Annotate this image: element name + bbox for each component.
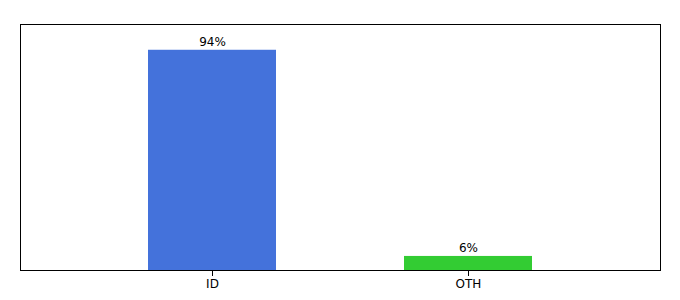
svg-text:94%: 94% bbox=[199, 35, 226, 49]
svg-text:OTH: OTH bbox=[456, 277, 482, 291]
svg-text:ID: ID bbox=[206, 277, 219, 291]
svg-text:6%: 6% bbox=[459, 241, 478, 255]
